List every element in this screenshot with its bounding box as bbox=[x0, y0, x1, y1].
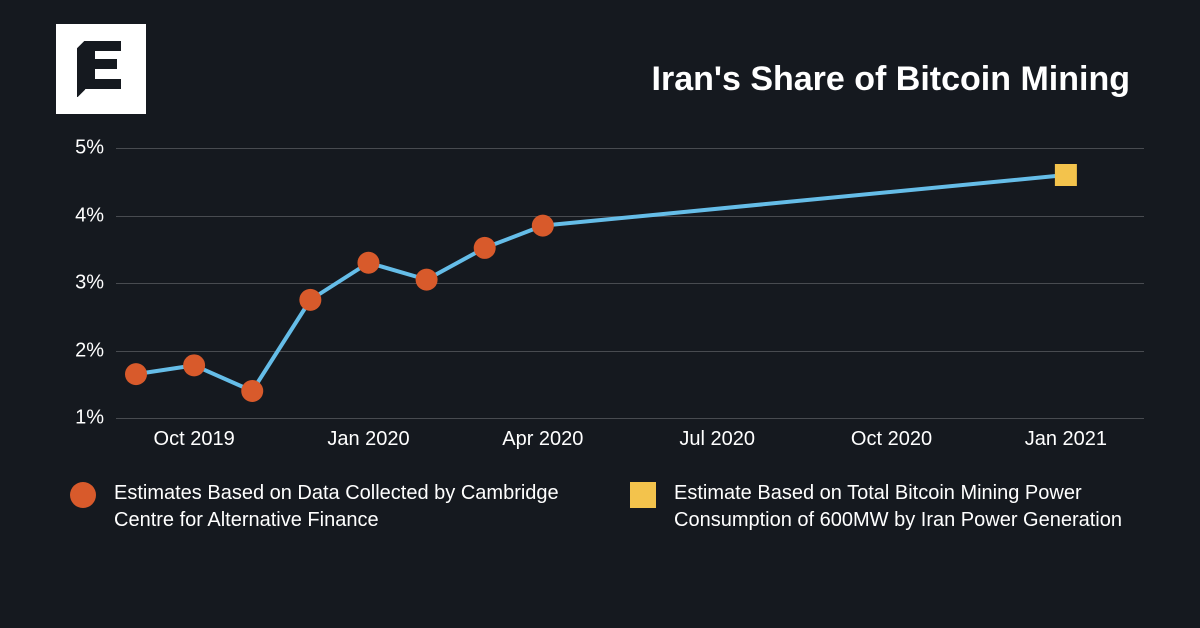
logo-box bbox=[56, 24, 146, 114]
data-point-circle bbox=[357, 252, 379, 274]
data-point-square bbox=[1055, 164, 1077, 186]
x-axis-label: Oct 2019 bbox=[154, 428, 235, 451]
x-axis-label: Jan 2020 bbox=[327, 428, 409, 451]
square-marker-icon bbox=[630, 482, 656, 508]
data-point-circle bbox=[125, 363, 147, 385]
chart-series bbox=[116, 148, 1144, 418]
data-point-circle bbox=[474, 237, 496, 259]
y-axis-label: 1% bbox=[56, 407, 104, 430]
chart-plot bbox=[116, 148, 1144, 418]
data-point-circle bbox=[416, 269, 438, 291]
legend: Estimates Based on Data Collected by Cam… bbox=[70, 480, 1130, 534]
data-point-circle bbox=[299, 289, 321, 311]
x-axis-label: Jul 2020 bbox=[679, 428, 755, 451]
legend-label: Estimate Based on Total Bitcoin Mining P… bbox=[674, 480, 1130, 534]
logo-e-icon bbox=[77, 41, 125, 97]
x-axis-label: Apr 2020 bbox=[502, 428, 583, 451]
y-axis-label: 5% bbox=[56, 137, 104, 160]
y-axis-label: 2% bbox=[56, 339, 104, 362]
x-axis-label: Oct 2020 bbox=[851, 428, 932, 451]
x-axis-label: Jan 2021 bbox=[1025, 428, 1107, 451]
y-axis-label: 3% bbox=[56, 272, 104, 295]
circle-marker-icon bbox=[70, 482, 96, 508]
chart-title: Iran's Share of Bitcoin Mining bbox=[652, 60, 1130, 99]
data-point-circle bbox=[241, 380, 263, 402]
grid-line bbox=[116, 418, 1144, 419]
data-point-circle bbox=[532, 215, 554, 237]
data-line bbox=[136, 175, 1066, 391]
legend-item-power: Estimate Based on Total Bitcoin Mining P… bbox=[630, 480, 1130, 534]
chart-area: 1%2%3%4%5% Oct 2019Jan 2020Apr 2020Jul 2… bbox=[56, 148, 1144, 458]
data-point-circle bbox=[183, 354, 205, 376]
legend-item-cambridge: Estimates Based on Data Collected by Cam… bbox=[70, 480, 570, 534]
legend-label: Estimates Based on Data Collected by Cam… bbox=[114, 480, 570, 534]
y-axis-label: 4% bbox=[56, 204, 104, 227]
